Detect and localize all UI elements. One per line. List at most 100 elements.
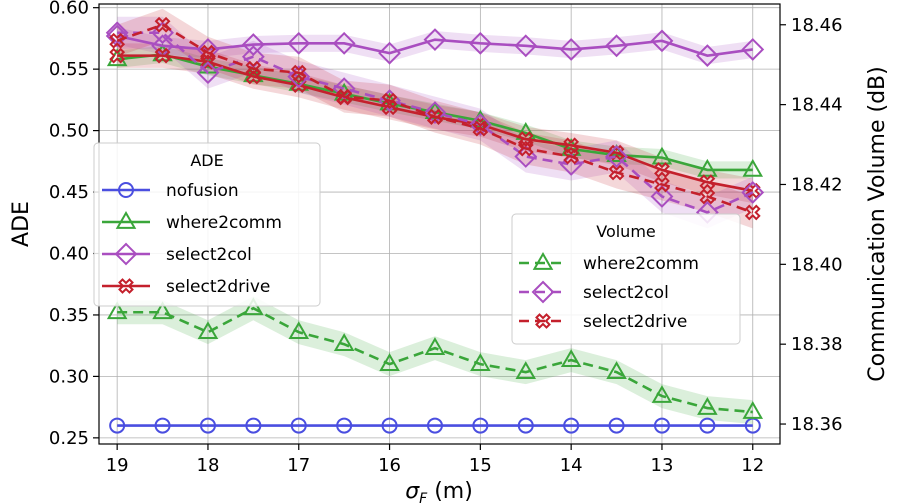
right-y-tick-label-3: 18.42: [791, 174, 843, 195]
ade-select2col-point-11: [605, 34, 628, 58]
volume-where2comm-point-11: [606, 361, 627, 379]
ade-nofusion-point-11: [608, 417, 625, 434]
left-y-axis-ticks: 0.25 0.30 0.35 0.40 0.45 0.50 0.55 0.60: [49, 0, 99, 449]
x-tick-label-15: 15: [469, 455, 492, 476]
x-axis-label-sigma: σ: [405, 479, 420, 504]
ade-select2col-series: [105, 24, 765, 68]
volume-select2drive-point-14: [744, 204, 761, 221]
volume-select2col-point-2: [196, 61, 220, 85]
ade-select2drive-point-12: [654, 162, 670, 178]
x-tick-label-12: 12: [741, 455, 764, 476]
volume-select2col-point-4: [287, 65, 311, 89]
ade-select2drive-point-10: [563, 137, 580, 154]
ade-select2col-point-3: [241, 33, 265, 56]
legend-ade-select2drive-label: select2drive: [166, 277, 270, 297]
volume-where2comm-band: [117, 296, 753, 425]
right-y-axis-ticks: 18.36 18.38 18.40 18.42 18.44 18.46: [780, 15, 843, 435]
legend-ade: ADE nofusion where2comm select2col select2d…: [93, 142, 321, 307]
ade-nofusion-point-2: [199, 417, 216, 434]
legend-volume-items: where2comm select2col select2drive: [519, 251, 699, 332]
x-axis-label: σF (m): [405, 479, 473, 504]
right-y-tick-label-2: 18.40: [791, 254, 843, 275]
ade-select2col-point-10: [559, 38, 583, 61]
volume-where2comm-point-9: [515, 361, 537, 379]
ade-select2col-point-9: [514, 34, 538, 58]
legend-volume-select2drive-marker: [535, 313, 551, 329]
ade-select2drive-point-3: [245, 68, 262, 85]
volume-where2comm-point-4: [288, 321, 310, 340]
legend-ade-nofusion-label: nofusion: [166, 181, 239, 201]
legend-ade-frame: [93, 142, 321, 307]
left-y-tick-label-0: 0.25: [49, 428, 89, 449]
legend-ade-select2col-label: select2col: [166, 245, 252, 265]
x-axis-ticks: 19 18 17 16 15 14 13 12: [106, 444, 764, 476]
volume-select2drive-point-6: [381, 92, 398, 109]
volume-where2comm-point-3: [243, 297, 264, 316]
volume-where2comm-series: [106, 297, 764, 419]
volume-select2drive-point-11: [608, 164, 625, 181]
series-lines: [105, 16, 765, 434]
volume-where2comm-point-14: [742, 401, 764, 419]
left-y-tick-label-4: 0.45: [49, 182, 89, 203]
ade-nofusion-point-4: [290, 417, 307, 434]
volume-where2comm-point-6: [379, 353, 400, 371]
ade-select2drive-point-13: [699, 174, 716, 191]
volume-select2col-point-11: [605, 145, 628, 168]
left-y-tick-label-2: 0.35: [49, 305, 89, 326]
ade-nofusion-point-7: [426, 417, 443, 434]
ade-select2drive-point-4: [290, 77, 307, 94]
volume-where2comm-point-12: [651, 385, 673, 403]
x-tick-label-18: 18: [197, 455, 220, 476]
ade-select2col-point-6: [378, 41, 401, 65]
volume-select2drive-point-0: [109, 32, 126, 49]
legend-volume-where2comm-marker: [532, 251, 554, 270]
legend-volume-title: Volume: [596, 222, 656, 241]
ade-select2col-point-7: [423, 28, 447, 52]
ade-nofusion-point-8: [472, 417, 489, 434]
legend-volume-where2comm-label: where2comm: [583, 254, 699, 274]
x-tick-label-14: 14: [560, 455, 583, 476]
volume-where2comm-point-1: [152, 301, 173, 320]
volume-select2drive-point-9: [517, 140, 534, 157]
volume-select2drive-point-3: [245, 60, 262, 77]
legend-ade-nofusion-marker: [118, 182, 134, 198]
volume-where2comm-point-10: [560, 349, 582, 368]
volume-where2comm-point-7: [424, 337, 446, 356]
x-tick-label-19: 19: [106, 455, 129, 476]
volume-select2drive-point-13: [699, 188, 716, 205]
legend-ade-select2drive-marker: [118, 278, 134, 294]
x-axis-label-unit: (m): [427, 479, 473, 504]
volume-select2drive-point-1: [154, 16, 171, 33]
volume-where2comm-point-0: [106, 301, 128, 320]
ade-where2comm-point-12: [651, 146, 673, 165]
x-tick-label-13: 13: [651, 455, 674, 476]
ade-nofusion-point-0: [109, 417, 126, 434]
legend-volume-select2col-label: select2col: [583, 283, 669, 303]
right-y-tick-label-4: 18.44: [791, 95, 843, 116]
volume-select2drive-point-12: [654, 176, 670, 193]
x-tick-label-16: 16: [378, 455, 401, 476]
volume-select2drive-point-4: [290, 64, 307, 81]
volume-select2drive-point-5: [336, 88, 353, 105]
ade-select2drive-point-9: [517, 131, 534, 148]
x-tick-label-17: 17: [287, 455, 310, 476]
ade-select2col-line: [116, 34, 753, 57]
legend-ade-select2col-marker: [114, 242, 138, 266]
ade-nofusion-point-1: [154, 417, 171, 434]
ade-where2comm-point-13: [697, 158, 718, 177]
ade-nofusion-point-13: [699, 417, 716, 434]
x-axis-label-subscript: F: [419, 491, 428, 504]
ade-select2drive-point-1: [154, 47, 171, 64]
ade-select2drive-point-0: [109, 47, 126, 64]
ade-nofusion-series: [109, 417, 761, 434]
ade-nofusion-point-3: [245, 417, 262, 434]
volume-select2drive-series: [109, 16, 761, 221]
volume-select2col-point-8: [468, 113, 492, 136]
right-y-tick-label-1: 18.38: [791, 334, 843, 355]
ade-nofusion-point-12: [653, 417, 670, 434]
ade-nofusion-point-5: [336, 417, 353, 434]
ade-select2col-point-14: [741, 38, 765, 61]
legend-volume-frame: [511, 213, 741, 345]
left-y-tick-label-5: 0.50: [49, 121, 89, 142]
